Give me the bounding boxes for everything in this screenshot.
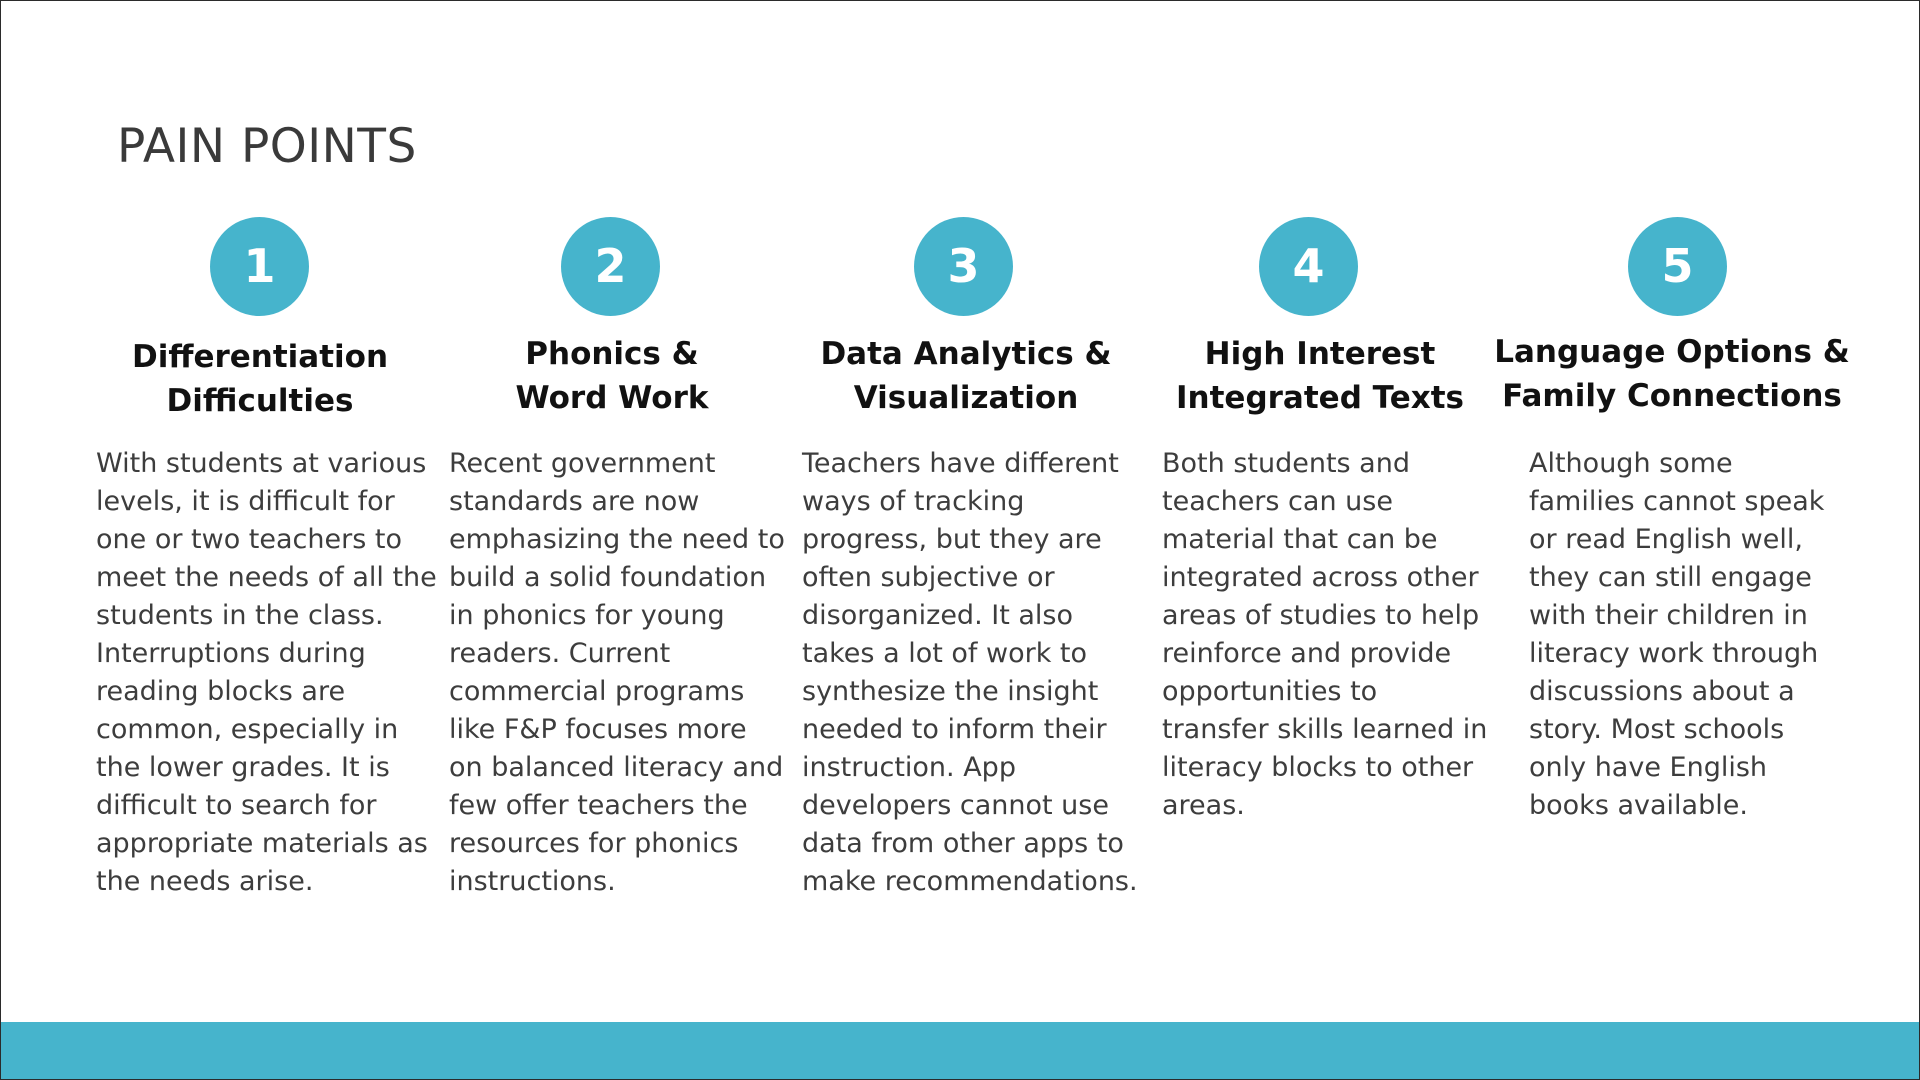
footer-accent-bar [1,1022,1919,1079]
body-line: Teachers have different [802,448,1119,479]
heading-line: Differentiation [131,339,389,375]
body-line: with their children in [1529,600,1808,631]
body-line: or read English well, [1529,524,1803,555]
body-line: takes a lot of work to [802,638,1088,669]
body-line: meet the needs of all the [96,562,437,593]
body-line: discussions about a [1529,676,1795,707]
body-line: students in the class. [96,600,384,631]
body-line: teachers can use [1162,486,1393,517]
heading-line: Family Connections [1502,378,1842,414]
column-body-1: With students at various levels, it is d… [96,445,437,901]
column-body-2: Recent government standards are now emph… [449,445,785,901]
body-line: data from other apps to [802,828,1124,859]
body-line: reading blocks are [96,676,346,707]
column-body-4: Both students and teachers can use mater… [1162,445,1487,825]
body-line: areas. [1162,790,1245,821]
body-line: common, especially in [96,714,399,745]
body-line: story. Most schools [1529,714,1785,745]
body-line: the lower grades. It is [96,752,390,783]
number-badge-5: 5 [1628,217,1727,316]
body-line: literacy work through [1529,638,1819,669]
body-line: only have English [1529,752,1768,783]
body-line: appropriate materials as [96,828,428,859]
body-line: Interruptions during [96,638,366,669]
body-line: like F&P focuses more [449,714,747,745]
body-line: the needs arise. [96,866,314,897]
body-line: transfer skills learned in [1162,714,1488,745]
body-line: on balanced literacy and [449,752,784,783]
heading-line: Integrated Texts [1176,380,1464,416]
column-heading-1: Differentiation Difficulties [132,335,388,423]
body-line: instructions. [449,866,616,897]
body-line: emphasizing the need to [449,524,785,555]
number-badge-2: 2 [561,217,660,316]
body-line: instruction. App [802,752,1016,783]
body-line: readers. Current [449,638,671,669]
body-line: opportunities to [1162,676,1378,707]
column-body-5: Although some families cannot speak or r… [1529,445,1824,825]
heading-line: Difficulties [166,383,354,419]
column-heading-3: Data Analytics & Visualization [820,332,1111,420]
body-line: disorganized. It also [802,600,1074,631]
body-line: often subjective or [802,562,1055,593]
body-line: reinforce and provide [1162,638,1452,669]
body-line: developers cannot use [802,790,1109,821]
body-line: Both students and [1162,448,1410,479]
column-heading-4: High Interest Integrated Texts [1176,332,1464,420]
body-line: material that can be [1162,524,1438,555]
body-line: books available. [1529,790,1748,821]
body-line: ways of tracking [802,486,1025,517]
heading-line: Visualization [853,380,1079,416]
body-line: Although some [1529,448,1733,479]
heading-line: Data Analytics & [820,336,1112,372]
heading-line: Language Options & [1494,334,1850,370]
heading-line: Word Work [515,380,709,416]
page-title: PAIN POINTS [117,119,417,174]
column-heading-5: Language Options & Family Connections [1494,330,1850,418]
column-body-3: Teachers have different ways of tracking… [802,445,1138,901]
body-line: needed to inform their [802,714,1107,745]
body-line: resources for phonics [449,828,739,859]
number-badge-3: 3 [914,217,1013,316]
number-badge-1: 1 [210,217,309,316]
body-line: synthesize the insight [802,676,1099,707]
body-line: literacy blocks to other [1162,752,1474,783]
body-line: few offer teachers the [449,790,748,821]
body-line: areas of studies to help [1162,600,1480,631]
body-line: standards are now [449,486,700,517]
body-line: integrated across other [1162,562,1479,593]
body-line: With students at various [96,448,427,479]
body-line: build a solid foundation [449,562,767,593]
body-line: difficult to search for [96,790,377,821]
body-line: they can still engage [1529,562,1812,593]
body-line: levels, it is difficult for [96,486,395,517]
body-line: commercial programs [449,676,745,707]
number-badge-4: 4 [1259,217,1358,316]
heading-line: Phonics & [525,336,699,372]
body-line: Recent government [449,448,716,479]
heading-line: High Interest [1204,336,1436,372]
body-line: make recommendations. [802,866,1138,897]
body-line: in phonics for young [449,600,725,631]
body-line: progress, but they are [802,524,1102,555]
column-heading-2: Phonics & Word Work [516,332,709,420]
body-line: one or two teachers to [96,524,402,555]
body-line: families cannot speak [1529,486,1825,517]
